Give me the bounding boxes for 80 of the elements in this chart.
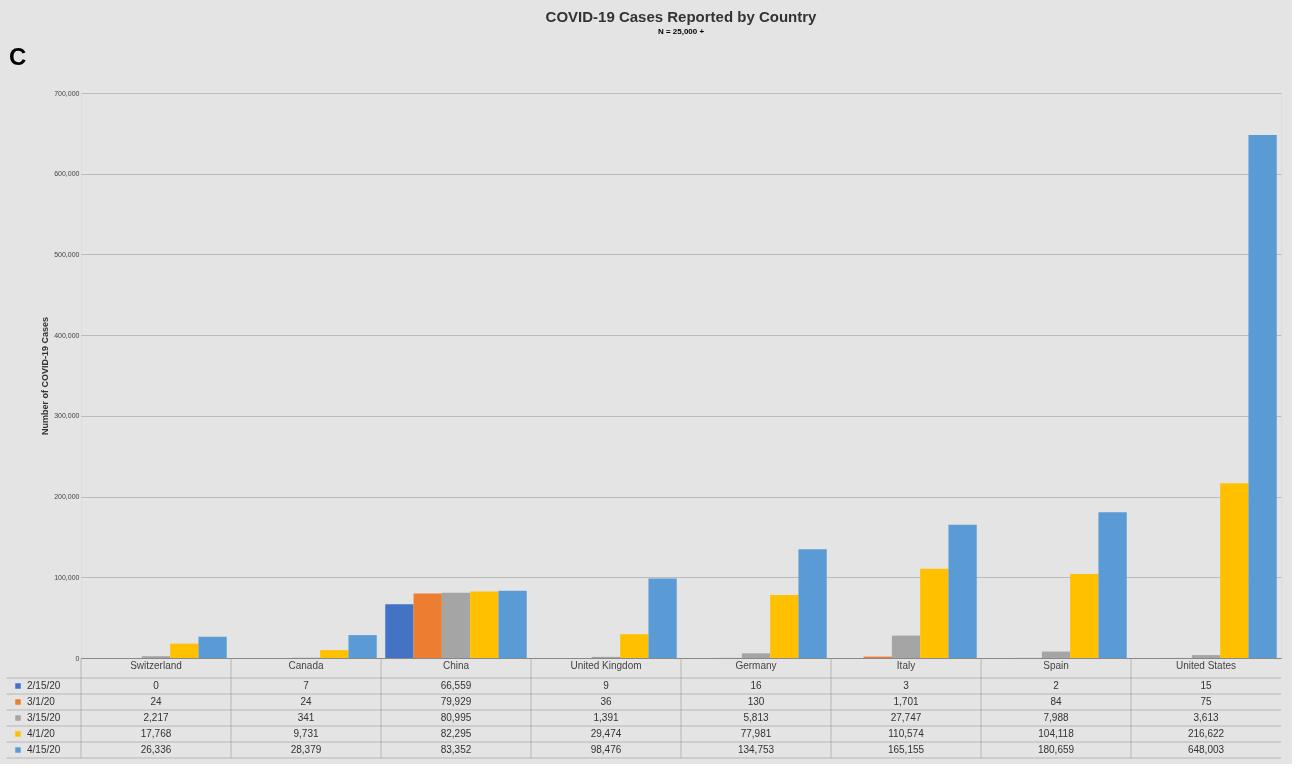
- x-tick-label: Italy: [896, 659, 916, 671]
- bar: [891, 635, 921, 658]
- bar: [170, 643, 199, 658]
- bar: [1191, 655, 1221, 658]
- data-label: 28,379: [290, 744, 322, 755]
- bar: [413, 593, 442, 658]
- data-label: 27,747: [890, 712, 922, 723]
- data-label: 36: [600, 696, 612, 707]
- bar: [798, 549, 827, 658]
- data-label: 0: [153, 680, 160, 691]
- x-tick-label: Germany: [735, 659, 777, 671]
- chart-title: COVID-19 Cases Reported by Country: [545, 8, 818, 25]
- legend-label: 3/15/20: [27, 712, 61, 723]
- data-label: 7,988: [1043, 712, 1069, 723]
- bar: [648, 578, 677, 658]
- legend-label: 4/1/20: [27, 728, 56, 739]
- data-label: 110,574: [888, 728, 925, 739]
- bar: [770, 595, 799, 658]
- x-tick-label: United Kingdom: [570, 659, 642, 671]
- x-tick-label: Switzerland: [130, 659, 182, 671]
- data-label: 16: [750, 680, 762, 691]
- data-label: 66,559: [440, 680, 472, 691]
- data-label: 134,753: [737, 744, 775, 755]
- data-label: 180,659: [1037, 744, 1075, 755]
- data-label: 29,474: [590, 728, 622, 739]
- x-tick-label: China: [442, 659, 470, 671]
- data-label: 341: [297, 712, 315, 723]
- x-tick-label: United States: [1175, 659, 1237, 671]
- bar: [920, 568, 949, 658]
- bar: [1041, 651, 1071, 658]
- data-label: 1,391: [593, 712, 619, 723]
- data-label: 1,701: [893, 696, 919, 707]
- data-label: 165,155: [887, 744, 925, 755]
- bar: [741, 653, 771, 658]
- legend-label: 4/15/20: [27, 744, 61, 755]
- data-label: 2,217: [143, 712, 169, 723]
- data-label: 216,622: [1187, 728, 1225, 739]
- data-label: 17,768: [140, 728, 172, 739]
- data-label: 26,336: [140, 744, 172, 755]
- data-label: 5,813: [743, 712, 769, 723]
- bar: [470, 591, 499, 658]
- data-label: 3,613: [1193, 712, 1219, 723]
- data-label: 104,118: [1038, 728, 1075, 739]
- data-label: 80,995: [440, 712, 472, 723]
- data-label: 15: [1200, 680, 1212, 691]
- bar: [385, 604, 414, 658]
- data-label: 75: [1200, 696, 1212, 707]
- x-tick-label: Canada: [288, 659, 324, 671]
- data-label: 77,981: [740, 728, 772, 739]
- text: C: [9, 43, 27, 70]
- bar: [348, 635, 377, 658]
- bar: [498, 590, 527, 658]
- legend-label: 2/15/20: [27, 680, 61, 691]
- chart-subtitle: N = 25,000 +: [657, 27, 705, 36]
- bar: [620, 634, 649, 658]
- data-label: 9,731: [293, 728, 319, 739]
- bar: [441, 592, 471, 658]
- bar: [1070, 573, 1099, 658]
- bar: [320, 650, 349, 658]
- y-axis-title: Number of COVID-19 Cases: [40, 316, 51, 436]
- legend-label: 3/1/20: [27, 696, 56, 707]
- data-label: 7: [303, 680, 310, 691]
- data-label: 648,003: [1187, 744, 1225, 755]
- data-label: 9: [603, 680, 610, 691]
- bar: [198, 636, 227, 658]
- bar: [948, 524, 977, 658]
- data-label: 24: [150, 696, 162, 707]
- bar: [1098, 512, 1127, 658]
- data-label: 79,929: [440, 696, 472, 707]
- bar: [1220, 483, 1249, 658]
- data-label: 3: [903, 680, 910, 691]
- data-label: 83,352: [440, 744, 472, 755]
- data-label: 2: [1053, 680, 1060, 691]
- data-label: 84: [1050, 696, 1062, 707]
- data-label: 24: [300, 696, 312, 707]
- data-label: 130: [747, 696, 765, 707]
- bar: [1248, 134, 1277, 658]
- x-tick-label: Spain: [1043, 659, 1069, 671]
- data-label: 98,476: [590, 744, 622, 755]
- data-label: 82,295: [440, 728, 472, 739]
